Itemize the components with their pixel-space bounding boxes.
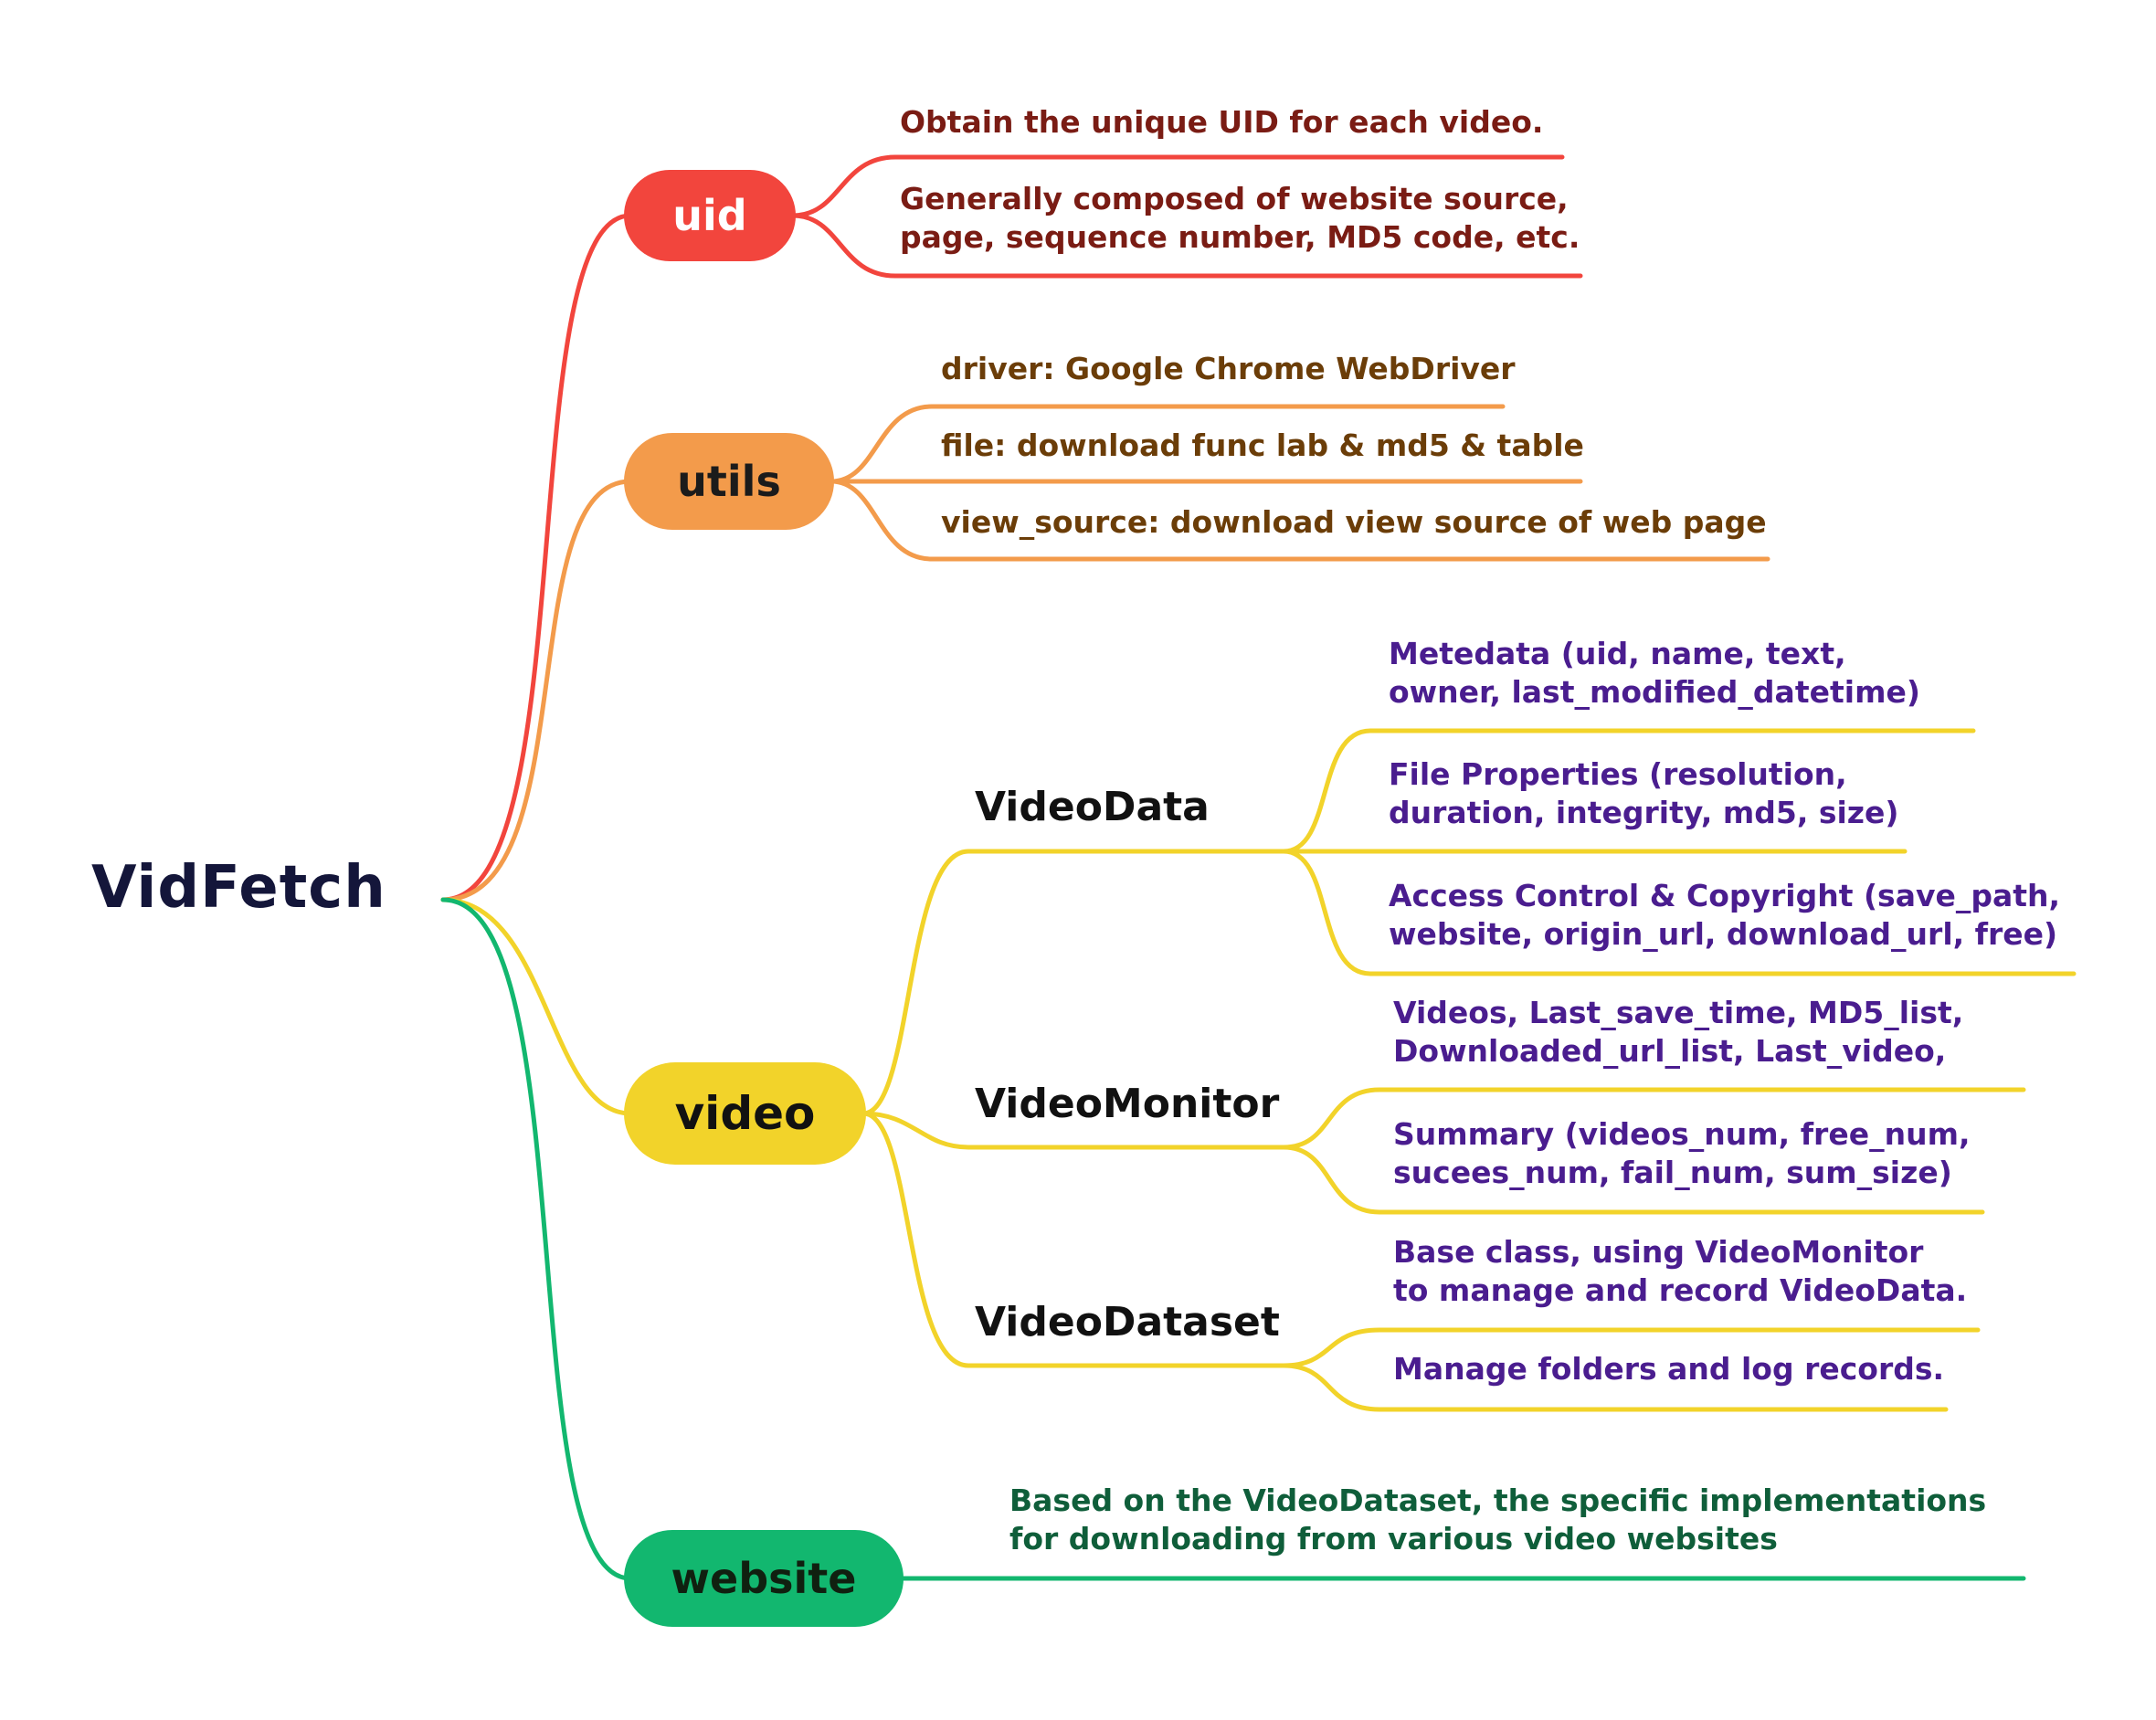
uid-leaf-1: Obtain the unique UID for each video. [900,104,1544,140]
connector-videomonitor-leaf-1 [1281,1087,2026,1150]
videodata-leaf-2: File Properties (resolution, duration, i… [1389,756,1899,830]
connector-videodataset-leaf-2 [1281,1363,1949,1412]
branch-video: video [624,1062,866,1165]
connector-video-videomonitor [861,1111,1291,1150]
node-videodata: VideoData [975,784,1210,830]
connector-video-videodataset [861,1111,1291,1368]
connector-root-utils [440,479,633,902]
videomonitor-leaf-2: Summary (videos_num, free_num, sucees_nu… [1393,1116,1971,1190]
connector-utils-leaf-1 [829,404,1506,484]
uid-leaf-2: Generally composed of website source, pa… [900,181,1580,255]
connector-root-video [440,897,633,1116]
videodataset-leaf-2: Manage folders and log records. [1393,1351,1945,1387]
connector-root-website [440,897,633,1581]
utils-leaf-1: driver: Google Chrome WebDriver [941,351,1516,386]
connector-videomonitor-leaf-2 [1281,1145,1985,1215]
website-leaf-1: Based on the VideoDataset, the specific … [1009,1483,1987,1556]
utils-leaf-3: view_source: download view source of web… [941,504,1767,540]
connector-videodata-leaf-3 [1281,849,2077,976]
videodataset-leaf-1: Base class, using VideoMonitor to manage… [1393,1234,1968,1308]
utils-leaf-2: file: download func lab & md5 & table [941,427,1584,463]
connector-videodataset-leaf-1 [1281,1327,1981,1368]
connector-root-uid [440,213,633,902]
connector-video-videodata [861,849,1291,1116]
branch-utils: utils [624,433,834,530]
branch-uid: uid [624,170,796,261]
videodata-leaf-3: Access Control & Copyright (save_path, w… [1389,878,2061,952]
branch-website: website [624,1530,904,1627]
node-videodataset: VideoDataset [975,1299,1280,1345]
connector-utils-leaf-3 [829,479,1770,562]
videomonitor-leaf-1: Videos, Last_save_time, MD5_list, Downlo… [1393,995,1964,1069]
connector-uid-leaf-1 [790,154,1565,218]
node-videomonitor: VideoMonitor [975,1081,1280,1127]
connector-uid-leaf-2 [790,213,1583,279]
videodata-leaf-1: Metedata (uid, name, text, owner, last_m… [1389,636,1920,710]
connector-videodata-leaf-1 [1281,728,1976,854]
root-title: VidFetch [91,854,386,922]
